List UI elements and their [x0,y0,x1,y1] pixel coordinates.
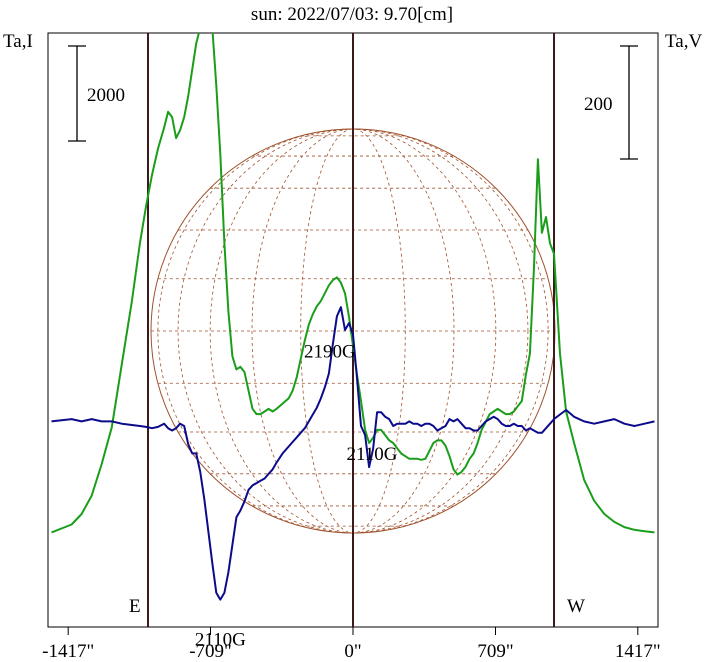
annotation-label: 2110G [195,630,246,651]
scale-bar-left [68,45,86,142]
x-tick-label: 709" [477,641,513,662]
left-axis-label: Ta,I [3,31,33,52]
scale-left-label: 2000 [87,85,125,106]
annotation-label: 2190G [304,341,356,362]
west-label: W [567,596,585,617]
annotation-label: 2110G [347,444,398,465]
scale-right-label: 200 [584,94,613,115]
x-tick-label: 0" [344,641,361,662]
series-line-i [51,33,655,534]
east-label: E [129,596,141,617]
x-tick-label: -709" [189,641,232,662]
x-tick-label: -1417" [42,641,94,662]
limb-lines [147,33,555,627]
series-line-v [51,306,655,601]
chart-title: sun: 2022/07/03: 9.70[cm] [251,4,453,25]
disk-meridian [157,128,549,534]
scale-bar-right [620,45,638,160]
right-axis-label: Ta,V [665,31,702,52]
x-tick-label: 1417" [615,641,661,662]
